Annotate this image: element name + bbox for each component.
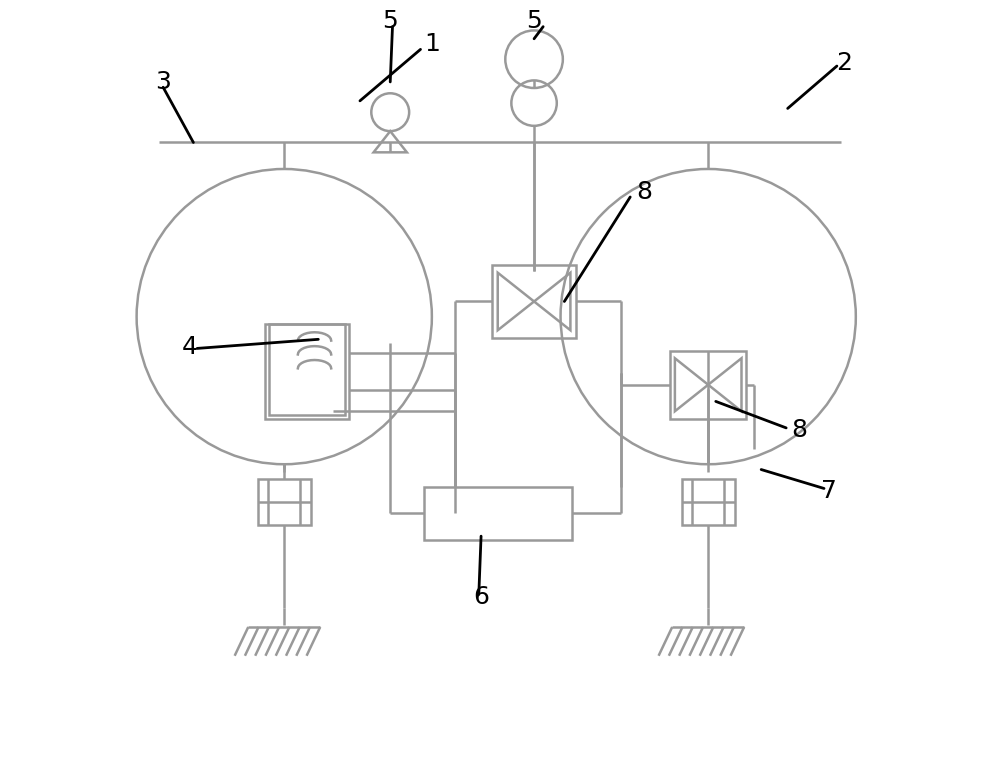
Text: 8: 8 xyxy=(791,418,807,442)
Text: 3: 3 xyxy=(155,70,171,94)
Bar xyxy=(424,487,572,540)
Text: 7: 7 xyxy=(821,479,837,503)
Bar xyxy=(269,324,345,415)
Bar xyxy=(682,479,735,525)
Bar xyxy=(670,351,746,419)
Text: 6: 6 xyxy=(473,584,489,608)
Bar xyxy=(258,479,311,525)
Text: 1: 1 xyxy=(424,32,440,56)
Text: 5: 5 xyxy=(526,9,542,33)
Text: 8: 8 xyxy=(636,180,652,204)
Text: 2: 2 xyxy=(836,51,852,75)
Text: 5: 5 xyxy=(382,9,398,33)
Bar xyxy=(492,265,576,337)
Bar xyxy=(265,324,349,419)
Text: 4: 4 xyxy=(182,335,198,359)
